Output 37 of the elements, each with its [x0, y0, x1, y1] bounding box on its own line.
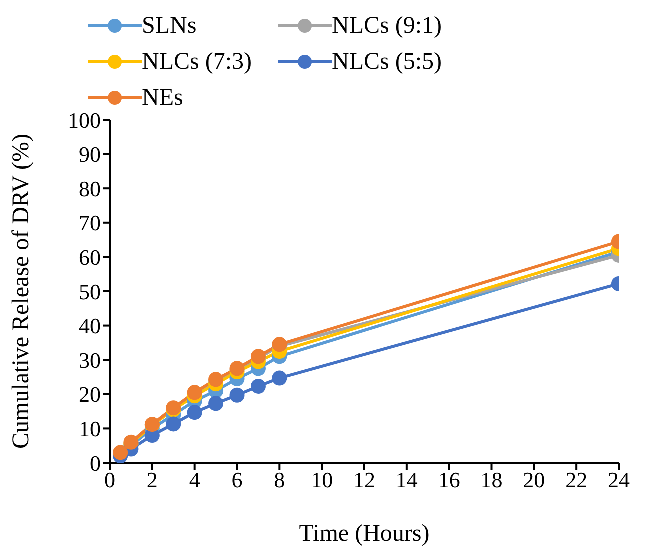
x-tick-label: 10: [311, 468, 334, 493]
legend-label: NLCs (9:1): [332, 12, 442, 40]
y-tick-label: 50: [79, 279, 101, 304]
point: [230, 388, 245, 403]
y-tick-label: 20: [79, 382, 101, 408]
x-tick-label: 22: [566, 468, 588, 493]
x-tick-label: 18: [480, 468, 503, 493]
x-tick-label: 6: [232, 468, 243, 493]
y-tick-label: 90: [79, 142, 101, 168]
point: [208, 372, 224, 388]
x-tick-label: 20: [523, 468, 546, 493]
y-tick-label: 70: [79, 210, 101, 236]
legend-label: NLCs (7:3): [142, 48, 252, 76]
legend-label: SLNs: [142, 12, 197, 40]
point: [272, 370, 288, 386]
y-axis-title: Cumulative Release of DRV (%): [8, 134, 35, 449]
x-tick-label: 12: [354, 468, 376, 493]
y-tick-label: 60: [79, 245, 101, 270]
y-tick-label: 80: [79, 176, 101, 202]
x-tick-label: 24: [608, 468, 630, 493]
x-tick-label: 8: [274, 468, 286, 493]
y-tick-label: 30: [79, 348, 101, 373]
x-axis-title: Time (Hours): [299, 521, 430, 547]
x-tick-label: 4: [189, 468, 200, 493]
x-tick-label: 2: [146, 468, 158, 493]
point: [166, 416, 182, 432]
y-tick-label: 0: [90, 450, 101, 476]
point: [187, 405, 202, 420]
x-tick-label: 14: [396, 468, 418, 493]
x-tick-label: 16: [438, 468, 460, 493]
y-tick-label: 10: [79, 416, 101, 442]
point: [208, 396, 224, 412]
y-tick-label: 100: [68, 108, 101, 133]
legend-label: NLCs (5:5): [332, 48, 442, 76]
y-tick-label: 40: [79, 314, 101, 339]
point: [250, 379, 266, 394]
legend-label: NEs: [142, 84, 184, 112]
